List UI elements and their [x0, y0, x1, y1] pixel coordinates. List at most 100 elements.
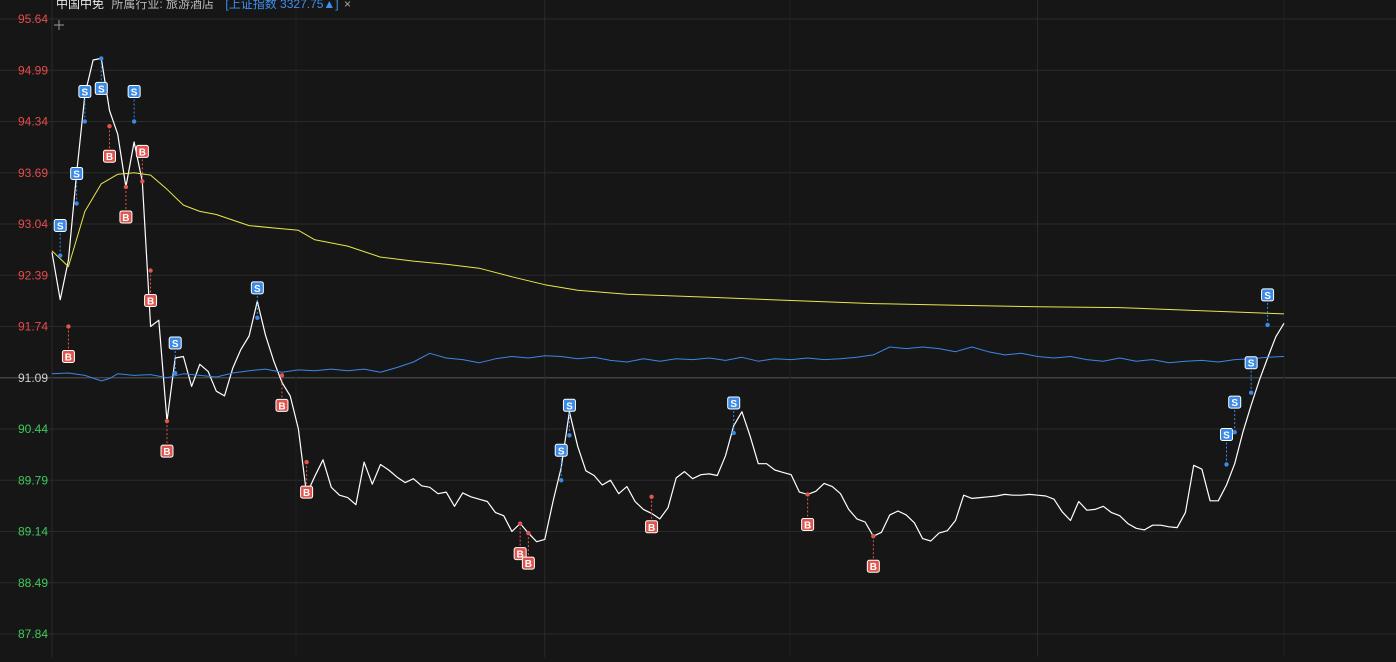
buy-marker-dot [107, 124, 112, 129]
sell-marker-dot [58, 253, 63, 258]
sell-marker-dot [1265, 322, 1270, 328]
buy-marker-box [521, 556, 535, 570]
sell-marker-dot [731, 430, 736, 436]
buy-marker-box [866, 559, 880, 573]
close-icon[interactable]: × [343, 0, 351, 11]
sell-marker-dot [74, 201, 79, 206]
index-link[interactable]: [上证指数 3327.75▲] [225, 0, 339, 11]
buy-marker[interactable]: B [102, 124, 116, 163]
sell-marker-box [1228, 395, 1242, 409]
y-tick-label: 93.04 [18, 217, 48, 231]
buy-marker[interactable]: B [135, 144, 149, 184]
sell-marker-label: S [131, 88, 138, 99]
stock-name: 中国中免 [56, 0, 105, 11]
sell-marker-label: S [57, 222, 64, 233]
buy-marker[interactable]: B [866, 534, 880, 573]
sell-marker-label: S [254, 284, 261, 295]
sell-marker[interactable]: S [70, 167, 84, 206]
buy-marker-label: B [804, 520, 811, 531]
sell-marker-label: S [172, 339, 179, 350]
buy-marker-box [102, 149, 116, 163]
sell-marker-label: S [566, 401, 573, 412]
sell-marker-dot [255, 315, 260, 321]
sell-marker-dot [131, 119, 137, 124]
buy-marker[interactable]: B [645, 494, 659, 534]
sell-marker[interactable]: S [1261, 288, 1275, 328]
buy-marker-label: B [648, 523, 655, 534]
buy-marker-dot [148, 268, 153, 273]
sell-marker-label: S [73, 170, 80, 181]
buy-marker-box [135, 144, 149, 158]
series-index-line [51, 346, 1285, 382]
y-tick-label: 87.84 [18, 627, 48, 641]
sell-marker[interactable]: S [562, 398, 576, 438]
y-tick-label: 95.64 [18, 12, 48, 26]
y-tick-label: 94.34 [18, 115, 48, 129]
sell-marker-label: S [82, 88, 89, 99]
buy-marker-dot [304, 459, 309, 465]
y-tick-label: 92.39 [18, 268, 48, 282]
sell-marker[interactable]: S [1244, 356, 1258, 395]
sell-marker-label: S [1248, 359, 1255, 370]
sell-marker-box [168, 336, 182, 350]
sell-marker-dot [559, 478, 564, 483]
buy-marker-dot [517, 521, 523, 526]
buy-marker-label: B [139, 147, 146, 158]
series-average-line [51, 172, 1285, 315]
sell-marker[interactable]: S [1220, 427, 1234, 467]
sell-marker-dot [82, 119, 88, 124]
buy-marker-box [61, 350, 75, 363]
buy-marker-dot [805, 492, 810, 497]
sell-marker-label: S [1223, 430, 1230, 441]
buy-marker[interactable]: B [160, 418, 174, 458]
buy-marker[interactable]: B [119, 184, 133, 224]
buy-marker[interactable]: B [275, 373, 289, 412]
buy-marker[interactable]: B [61, 324, 75, 364]
buy-marker-box [645, 520, 659, 534]
sell-marker[interactable]: S [168, 336, 182, 376]
sell-marker-box [53, 219, 67, 233]
sell-marker-label: S [98, 84, 105, 95]
buy-marker-label: B [870, 562, 877, 573]
buy-marker-dot [123, 184, 129, 190]
buy-marker-label: B [525, 559, 532, 570]
sell-marker[interactable]: S [53, 219, 67, 258]
buy-marker-dot [649, 494, 654, 500]
buy-marker[interactable]: B [521, 530, 535, 570]
sell-marker-dot [1248, 390, 1254, 395]
sell-marker[interactable]: S [127, 85, 141, 124]
buy-marker-box [275, 398, 289, 412]
buy-marker-dot [140, 179, 145, 184]
sell-marker[interactable]: S [250, 281, 264, 321]
sell-marker[interactable]: S [727, 396, 741, 436]
buy-marker[interactable]: B [801, 492, 815, 531]
y-tick-label: 94.99 [18, 63, 48, 77]
sell-marker-box [562, 398, 576, 412]
buy-marker-box [801, 517, 815, 531]
sell-marker-box [94, 81, 108, 95]
buy-marker-label: B [163, 447, 170, 458]
sell-marker[interactable]: S [94, 56, 108, 95]
buy-marker[interactable]: B [513, 521, 527, 561]
sell-marker[interactable]: S [554, 443, 568, 483]
series-layer [51, 57, 1285, 543]
y-tick-label: 90.44 [18, 422, 48, 436]
industry-label: 所属行业: 旅游酒店 [111, 0, 215, 11]
buy-marker[interactable]: B [300, 459, 314, 499]
sell-marker[interactable]: S [1228, 395, 1242, 435]
buy-marker[interactable]: B [144, 268, 158, 308]
sell-marker-dot [567, 433, 572, 438]
sell-marker-box [250, 281, 264, 295]
buy-marker-box [119, 210, 133, 224]
y-tick-label: 89.79 [18, 473, 48, 487]
sell-marker-box [554, 443, 568, 457]
buy-marker-box [144, 294, 158, 308]
sell-marker-label: S [730, 399, 737, 410]
sell-marker-box [70, 167, 84, 180]
buy-marker-label: B [278, 401, 285, 412]
sell-marker[interactable]: S [78, 85, 92, 124]
sell-marker-label: S [1264, 291, 1271, 302]
